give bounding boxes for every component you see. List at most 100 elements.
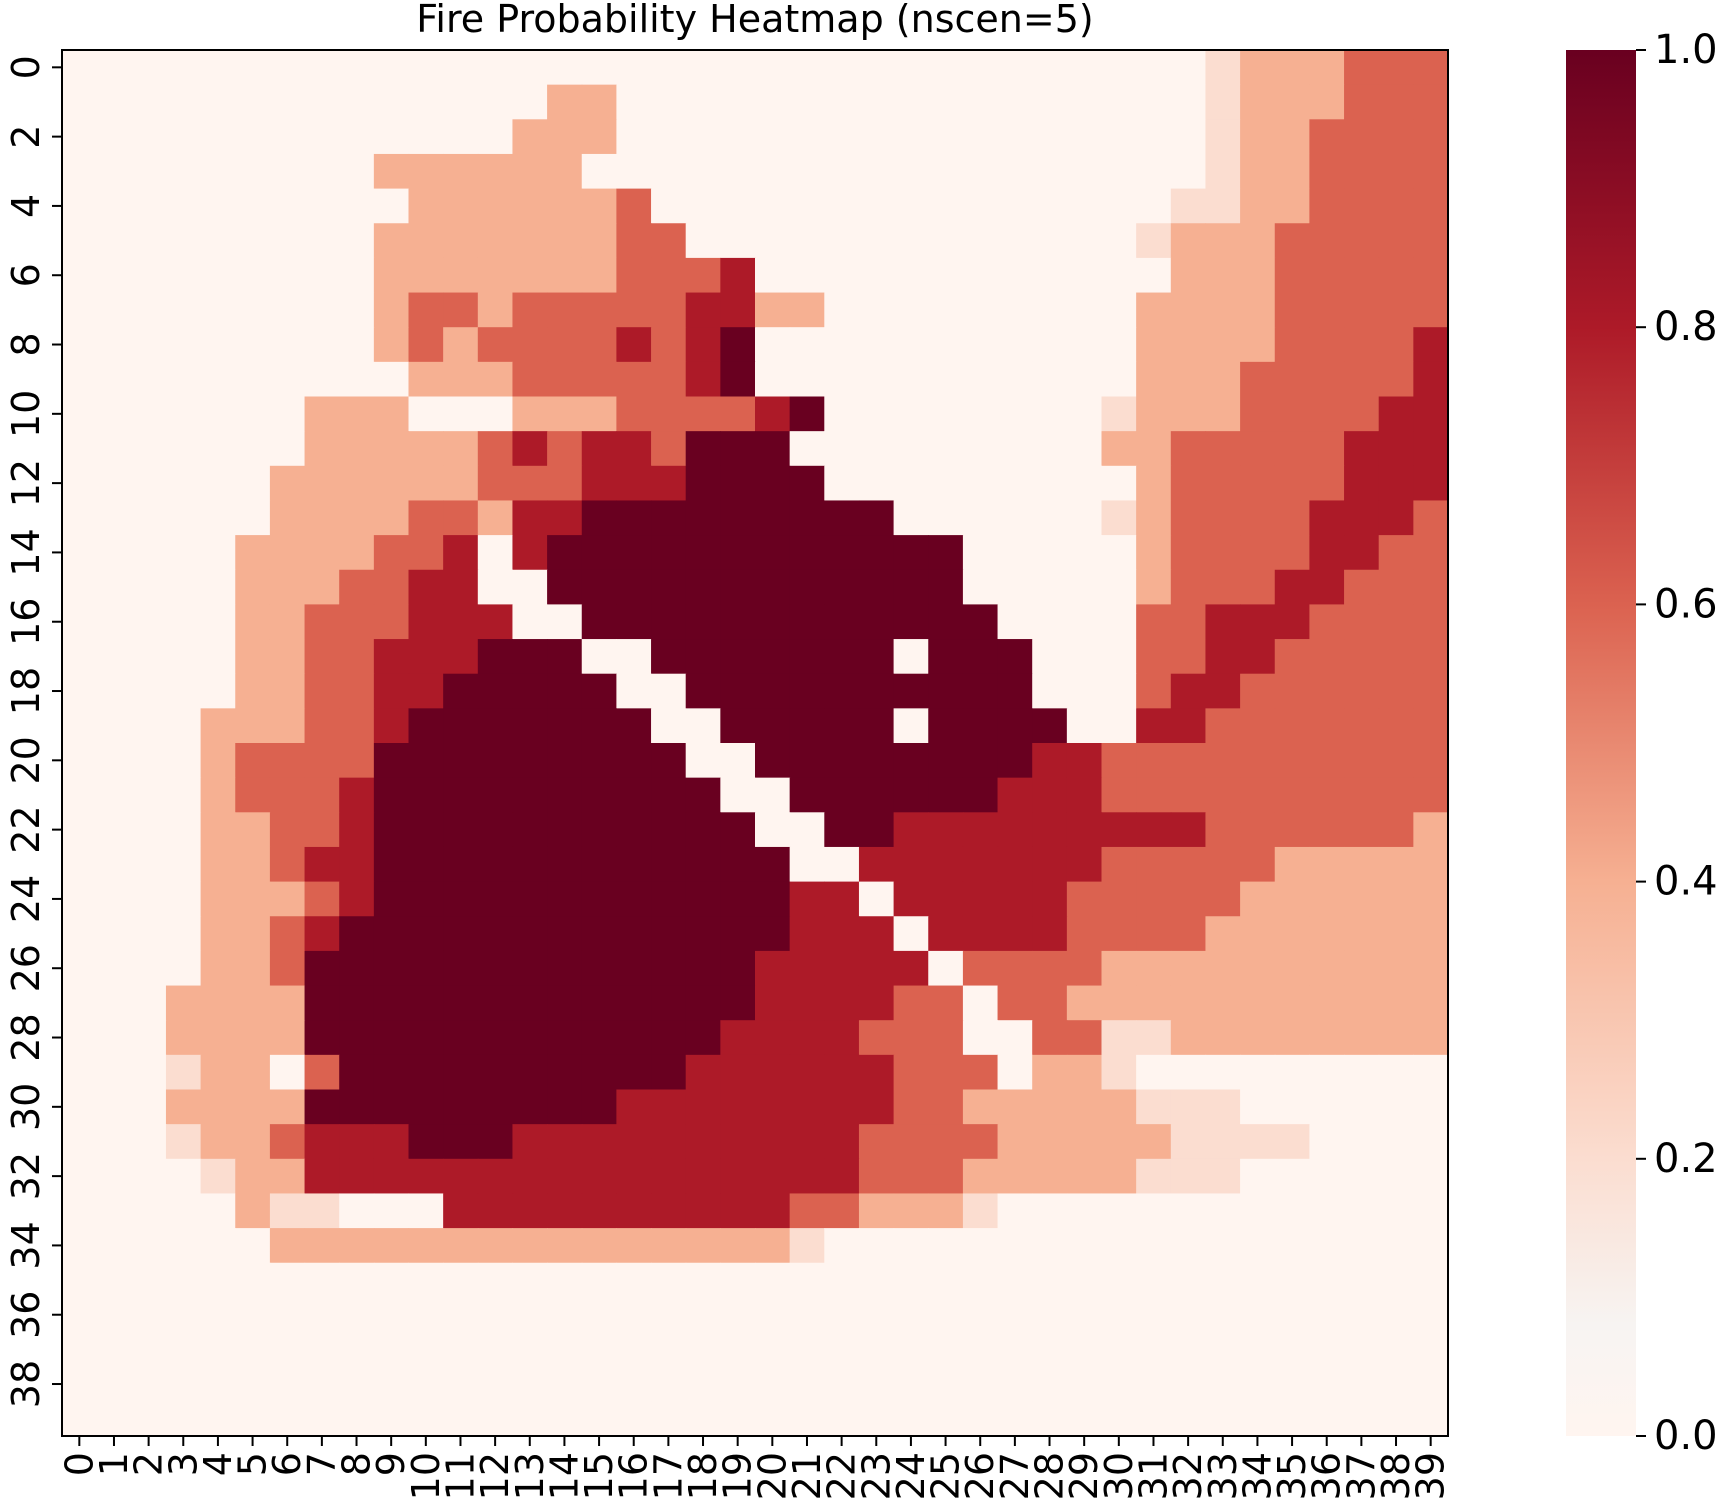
heatmap-cell <box>269 1158 306 1195</box>
heatmap-cell <box>1066 1401 1103 1437</box>
heatmap-cell <box>1240 292 1276 328</box>
heatmap-cell <box>1240 950 1276 987</box>
heatmap-cell <box>1309 1332 1345 1368</box>
heatmap-cell <box>928 1193 964 1229</box>
heatmap-cell <box>269 292 306 328</box>
heatmap-cell <box>269 812 306 848</box>
heatmap-cell <box>928 188 964 224</box>
heatmap-cell <box>893 1262 929 1298</box>
x-tick-label: 22 <box>820 1452 864 1500</box>
heatmap-cell <box>1032 985 1068 1021</box>
heatmap-cell <box>1136 1401 1172 1437</box>
heatmap-cell <box>165 950 202 987</box>
heatmap-cell <box>1378 361 1414 398</box>
heatmap-cell <box>477 812 514 848</box>
heatmap-cell <box>1101 500 1137 536</box>
heatmap-cell <box>1136 257 1172 294</box>
heatmap-cell <box>1205 1366 1241 1402</box>
heatmap-cell <box>651 50 687 86</box>
heatmap-cell <box>1101 916 1137 952</box>
x-tick-label: 37 <box>1339 1452 1383 1500</box>
heatmap-cell <box>1344 673 1380 709</box>
heatmap-cell <box>1344 188 1380 224</box>
heatmap-cell <box>443 535 479 571</box>
heatmap-cell <box>581 639 617 675</box>
heatmap-cell <box>997 985 1033 1021</box>
heatmap-cell <box>131 153 167 190</box>
heatmap-cell <box>1205 1332 1241 1368</box>
heatmap-cell <box>1136 1054 1172 1091</box>
x-tick-label: 36 <box>1305 1452 1349 1500</box>
heatmap-cell <box>339 223 375 259</box>
heatmap-cell <box>1309 1193 1345 1229</box>
heatmap-cell <box>1240 1054 1276 1091</box>
heatmap-cell <box>858 1020 895 1056</box>
heatmap-cell <box>1032 1228 1068 1264</box>
heatmap-cell <box>616 1158 652 1195</box>
heatmap-cell <box>165 1228 202 1264</box>
heatmap-cell <box>997 950 1033 987</box>
heatmap-cell <box>893 1089 929 1125</box>
heatmap-cell <box>1136 985 1172 1021</box>
heatmap-cell <box>1413 1158 1449 1195</box>
y-tick-label: 2 <box>4 125 48 149</box>
heatmap-cell <box>581 361 617 398</box>
x-tick-label: 19 <box>716 1452 760 1500</box>
heatmap-cell <box>1274 1054 1310 1091</box>
heatmap-cell <box>131 881 167 917</box>
heatmap-cell <box>1170 465 1207 502</box>
heatmap-cell <box>1309 431 1345 467</box>
heatmap-cell <box>1240 985 1276 1021</box>
heatmap-cell <box>304 708 340 744</box>
heatmap-cell <box>304 396 340 432</box>
heatmap-cell <box>997 846 1033 883</box>
heatmap-cell <box>1413 639 1449 675</box>
heatmap-cell <box>824 119 860 155</box>
heatmap-cell <box>200 1401 236 1437</box>
heatmap-cell <box>1344 916 1380 952</box>
heatmap-cell <box>928 881 964 917</box>
heatmap-cell <box>165 292 202 328</box>
heatmap-cell <box>1136 1332 1172 1368</box>
heatmap-cell <box>304 535 340 571</box>
heatmap-cell <box>1309 50 1345 86</box>
x-tick-label: 6 <box>265 1452 309 1476</box>
heatmap-cell <box>928 569 964 605</box>
heatmap-cell <box>1274 1262 1310 1298</box>
heatmap-cell <box>269 1332 306 1368</box>
heatmap-cell <box>131 1124 167 1160</box>
heatmap-cell <box>651 1020 687 1056</box>
y-tick-label: 24 <box>4 875 48 923</box>
heatmap-cell <box>165 1262 202 1298</box>
heatmap-cell <box>1032 1089 1068 1125</box>
heatmap-cell <box>997 465 1033 502</box>
heatmap-cell <box>408 1158 444 1195</box>
heatmap-cell <box>1170 223 1207 259</box>
heatmap-cell <box>200 431 236 467</box>
heatmap-cell <box>685 846 721 883</box>
heatmap-cell <box>235 1158 271 1195</box>
heatmap-cell <box>269 223 306 259</box>
heatmap-cell <box>789 257 825 294</box>
heatmap-cell <box>755 257 791 294</box>
heatmap-cell <box>96 188 132 224</box>
heatmap-cell <box>200 673 236 709</box>
heatmap-cell <box>547 361 583 398</box>
heatmap-cell <box>824 1332 860 1368</box>
heatmap-cell <box>477 1054 514 1091</box>
heatmap-cell <box>512 639 548 675</box>
heatmap-cell <box>304 881 340 917</box>
heatmap-cell <box>235 604 271 640</box>
heatmap-cell <box>477 119 514 155</box>
heatmap-cell <box>997 812 1033 848</box>
heatmap-cell <box>547 673 583 709</box>
heatmap-cell <box>62 1193 98 1229</box>
heatmap-cell <box>547 431 583 467</box>
heatmap-cell <box>720 985 756 1021</box>
heatmap-cell <box>1101 1401 1137 1437</box>
heatmap-cell <box>1344 1089 1380 1125</box>
heatmap-cell <box>269 500 306 536</box>
heatmap-cell <box>893 777 929 813</box>
heatmap-cell <box>755 812 791 848</box>
heatmap-cell <box>616 639 652 675</box>
